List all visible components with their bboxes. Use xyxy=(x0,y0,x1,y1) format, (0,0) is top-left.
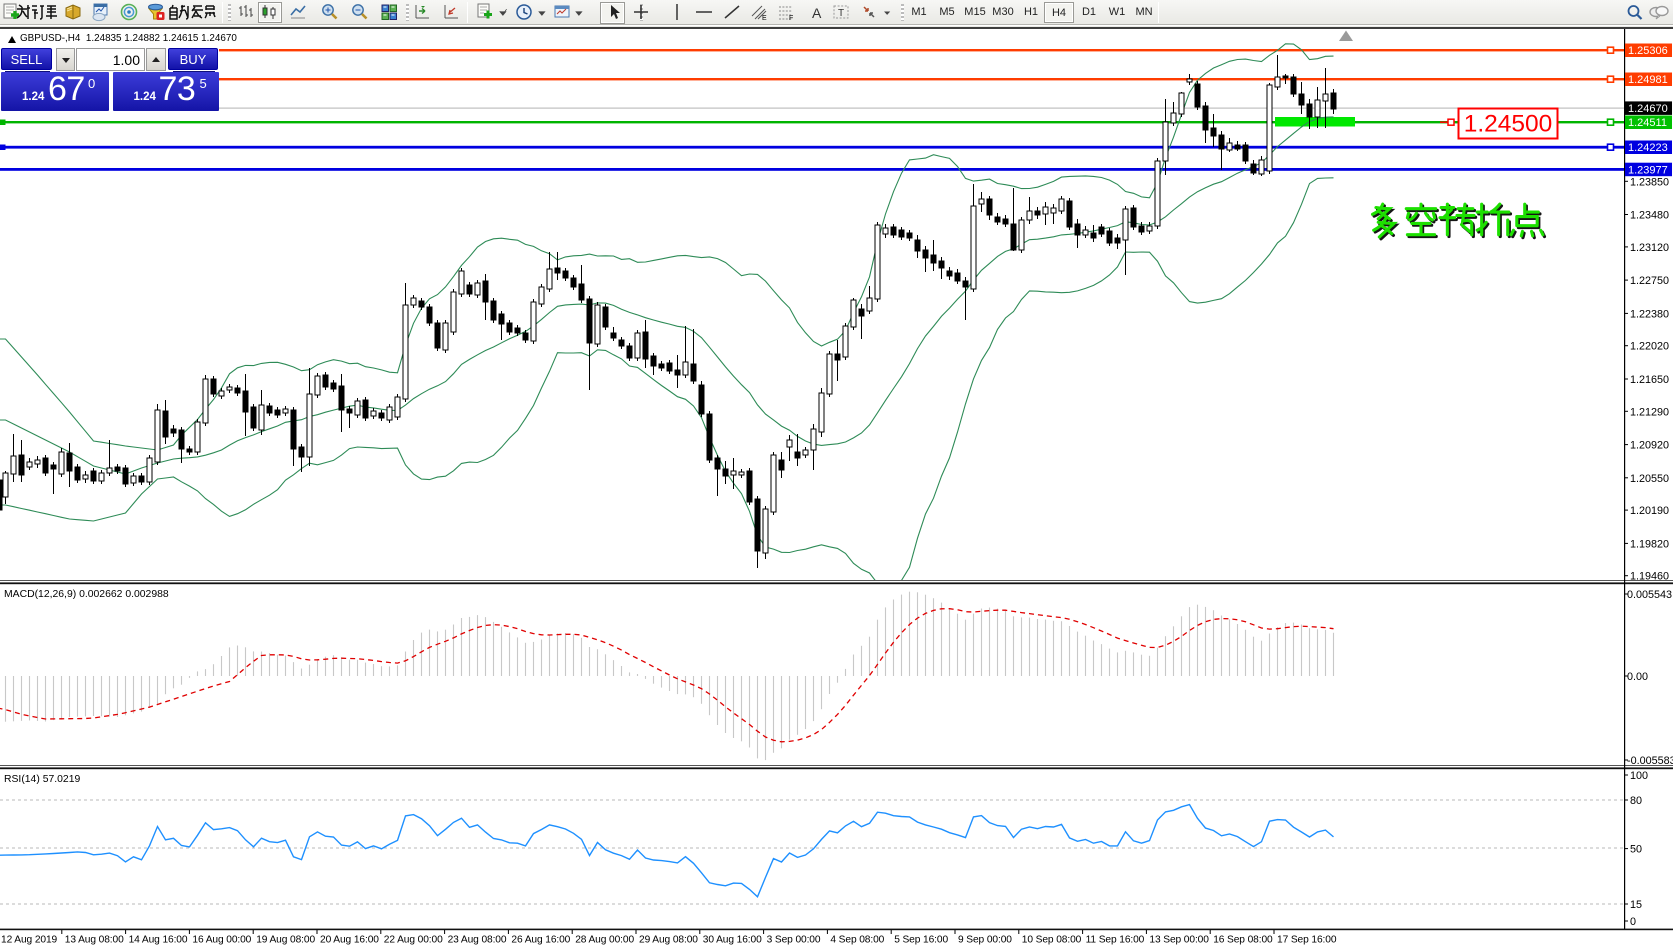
svg-text:1.24981: 1.24981 xyxy=(1628,74,1668,86)
svg-text:-0.005583: -0.005583 xyxy=(1627,755,1673,767)
svg-text:13 Sep 00:00: 13 Sep 00:00 xyxy=(1149,935,1209,946)
svg-text:1.23850: 1.23850 xyxy=(1630,176,1669,188)
svg-text:50: 50 xyxy=(1630,844,1642,856)
svg-text:20 Aug 16:00: 20 Aug 16:00 xyxy=(320,935,379,946)
svg-text:29 Aug 08:00: 29 Aug 08:00 xyxy=(639,935,698,946)
svg-text:F: F xyxy=(789,15,793,22)
svg-text:1.23120: 1.23120 xyxy=(1630,242,1669,254)
svg-text:1.24223: 1.24223 xyxy=(1628,142,1668,154)
svg-text:17 Sep 16:00: 17 Sep 16:00 xyxy=(1277,935,1337,946)
svg-text:1.24511: 1.24511 xyxy=(1628,117,1667,129)
svg-text:1.25306: 1.25306 xyxy=(1628,45,1668,57)
svg-text:A: A xyxy=(812,5,822,21)
svg-text:E: E xyxy=(762,15,767,22)
svg-text:RSI(14) 57.0219: RSI(14) 57.0219 xyxy=(4,774,80,785)
svg-text:1.20190: 1.20190 xyxy=(1630,505,1669,517)
svg-text:13 Aug 08:00: 13 Aug 08:00 xyxy=(65,935,124,946)
svg-text:1.21650: 1.21650 xyxy=(1630,374,1669,386)
svg-text:30 Aug 16:00: 30 Aug 16:00 xyxy=(703,935,762,946)
svg-text:16 Sep 08:00: 16 Sep 08:00 xyxy=(1213,935,1273,946)
svg-text:26 Aug 16:00: 26 Aug 16:00 xyxy=(511,935,570,946)
svg-text:1.21290: 1.21290 xyxy=(1630,406,1669,418)
svg-text:0.005543: 0.005543 xyxy=(1627,589,1672,601)
svg-text:19 Aug 08:00: 19 Aug 08:00 xyxy=(256,935,315,946)
svg-text:T: T xyxy=(838,8,844,19)
svg-text:1.22380: 1.22380 xyxy=(1630,308,1669,320)
svg-text:1.24670: 1.24670 xyxy=(1628,103,1668,115)
svg-text:11 Sep 16:00: 11 Sep 16:00 xyxy=(1086,935,1145,946)
svg-text:1.19820: 1.19820 xyxy=(1630,538,1669,550)
svg-text:16 Aug 00:00: 16 Aug 00:00 xyxy=(192,935,251,946)
svg-text:1.20550: 1.20550 xyxy=(1630,473,1669,485)
svg-text:1.20920: 1.20920 xyxy=(1630,440,1669,452)
svg-text:1.19460: 1.19460 xyxy=(1630,571,1669,583)
svg-text:80: 80 xyxy=(1630,795,1642,807)
svg-text:0.00: 0.00 xyxy=(1627,671,1648,683)
svg-text:1.24500: 1.24500 xyxy=(1464,111,1553,138)
svg-text:10 Sep 08:00: 10 Sep 08:00 xyxy=(1022,935,1082,946)
svg-text:23 Aug 08:00: 23 Aug 08:00 xyxy=(448,935,507,946)
svg-text:22 Aug 00:00: 22 Aug 00:00 xyxy=(384,935,443,946)
svg-text:MACD(12,26,9) 0.002662 0.00298: MACD(12,26,9) 0.002662 0.002988 xyxy=(4,589,169,600)
svg-text:1.23977: 1.23977 xyxy=(1628,164,1668,176)
svg-text:15: 15 xyxy=(1630,899,1642,911)
svg-text:100: 100 xyxy=(1630,770,1648,782)
svg-text:3 Sep 00:00: 3 Sep 00:00 xyxy=(767,935,821,946)
svg-text:5 Sep 16:00: 5 Sep 16:00 xyxy=(894,935,948,946)
svg-text:0: 0 xyxy=(1630,916,1636,928)
svg-text:1.22020: 1.22020 xyxy=(1630,341,1669,353)
svg-text:14 Aug 16:00: 14 Aug 16:00 xyxy=(129,935,188,946)
svg-text:12 Aug 2019: 12 Aug 2019 xyxy=(1,935,58,946)
svg-text:1.22750: 1.22750 xyxy=(1630,275,1669,287)
svg-text:28 Aug 00:00: 28 Aug 00:00 xyxy=(575,935,634,946)
svg-text:4 Sep 08:00: 4 Sep 08:00 xyxy=(830,935,884,946)
svg-text:9 Sep 00:00: 9 Sep 00:00 xyxy=(958,935,1012,946)
svg-text:1.23480: 1.23480 xyxy=(1630,210,1669,222)
